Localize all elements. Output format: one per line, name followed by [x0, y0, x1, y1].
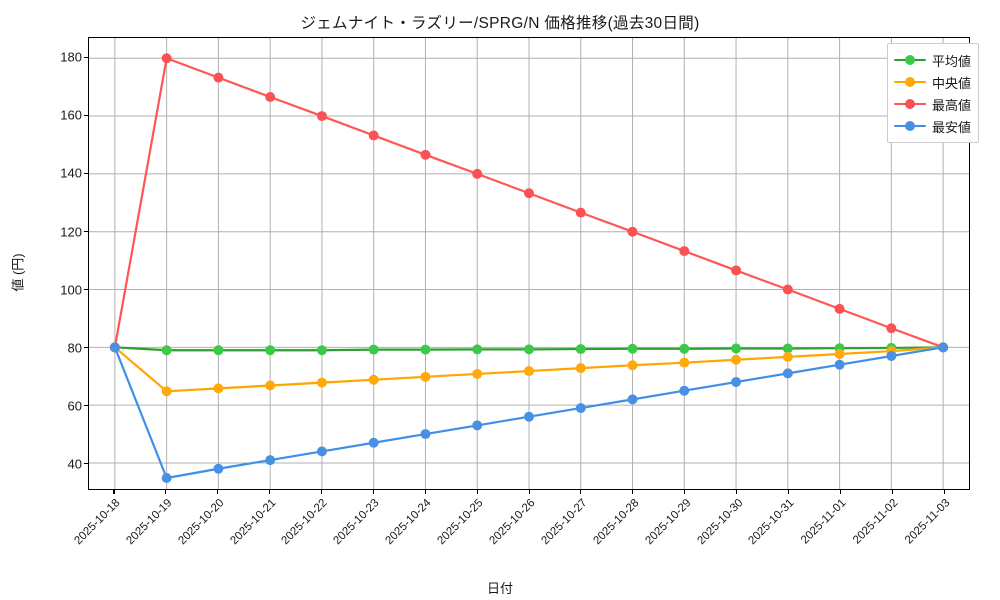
- y-tick-label: 160: [60, 107, 82, 123]
- x-tick-mark: [113, 490, 115, 494]
- x-tick-mark: [217, 490, 219, 494]
- x-tick-mark: [424, 490, 426, 494]
- chart-legend: 平均値中央値最高値最安値: [887, 43, 980, 143]
- x-tick-mark: [528, 490, 530, 494]
- legend-label: 最安値: [932, 119, 972, 135]
- x-tick-label: 2025-10-27: [539, 497, 590, 548]
- legend-item-3[interactable]: 最高値: [894, 93, 971, 115]
- x-tick-label: 2025-11-03: [903, 497, 953, 547]
- legend-label: 中央値: [932, 75, 972, 91]
- legend-label: 最高値: [932, 97, 972, 113]
- y-tick-label: 60: [67, 398, 82, 414]
- x-tick-label: 2025-10-26: [487, 497, 538, 548]
- x-tick-mark: [943, 490, 945, 494]
- x-tick-mark: [320, 490, 323, 494]
- x-tick-mark: [684, 490, 686, 494]
- legend-item-2[interactable]: 中央値: [894, 71, 971, 93]
- x-tick-mark: [269, 490, 271, 494]
- y-tick-label: 140: [60, 165, 82, 181]
- series-lines: [109, 53, 949, 483]
- x-tick-mark: [372, 490, 374, 494]
- x-tick-label: 2025-10-28: [591, 497, 642, 548]
- x-axis-label: 日付: [486, 581, 513, 596]
- y-tick-label: 80: [67, 340, 82, 356]
- x-tick-label: 2025-10-20: [176, 497, 227, 548]
- x-tick-label: 2025-10-29: [643, 497, 694, 548]
- x-tick-mark: [165, 490, 167, 494]
- legend-marker-icon: [894, 97, 926, 111]
- page-title: ジェムナイト・ラズリー/SPRG/N 価格推移(過去30日間): [300, 15, 700, 32]
- x-tick-mark: [632, 490, 634, 494]
- x-tick-mark: [839, 490, 841, 494]
- x-tick-label: 2025-10-19: [124, 497, 175, 548]
- legend-marker-icon: [894, 119, 926, 133]
- y-tick-mark: [84, 56, 88, 58]
- y-tick-mark: [84, 172, 88, 175]
- y-tick-mark: [84, 289, 88, 291]
- y-tick-label: 120: [60, 224, 82, 240]
- y-tick-label: 40: [67, 456, 82, 472]
- plot-area: [88, 37, 970, 490]
- y-tick-mark: [84, 347, 88, 349]
- x-tick-mark: [891, 490, 893, 494]
- y-tick-label: 180: [60, 49, 82, 65]
- y-axis-label: 値 (円): [10, 253, 26, 292]
- legend-label: 平均値: [932, 53, 972, 69]
- legend-item-4[interactable]: 最安値: [894, 115, 971, 137]
- legend-marker-icon: [894, 75, 926, 89]
- x-tick-label: 2025-10-18: [72, 497, 123, 548]
- x-tick-mark: [580, 490, 582, 494]
- y-tick-mark: [84, 231, 88, 233]
- legend-item-1[interactable]: 平均値: [894, 49, 971, 71]
- legend-marker-icon: [894, 53, 926, 67]
- x-tick-mark: [787, 490, 789, 494]
- x-tick-mark: [736, 490, 738, 494]
- y-tick-label: 100: [60, 282, 82, 298]
- y-tick-mark: [84, 114, 88, 116]
- y-tick-mark: [84, 463, 88, 465]
- y-tick-mark: [84, 405, 88, 407]
- x-tick-mark: [476, 490, 478, 494]
